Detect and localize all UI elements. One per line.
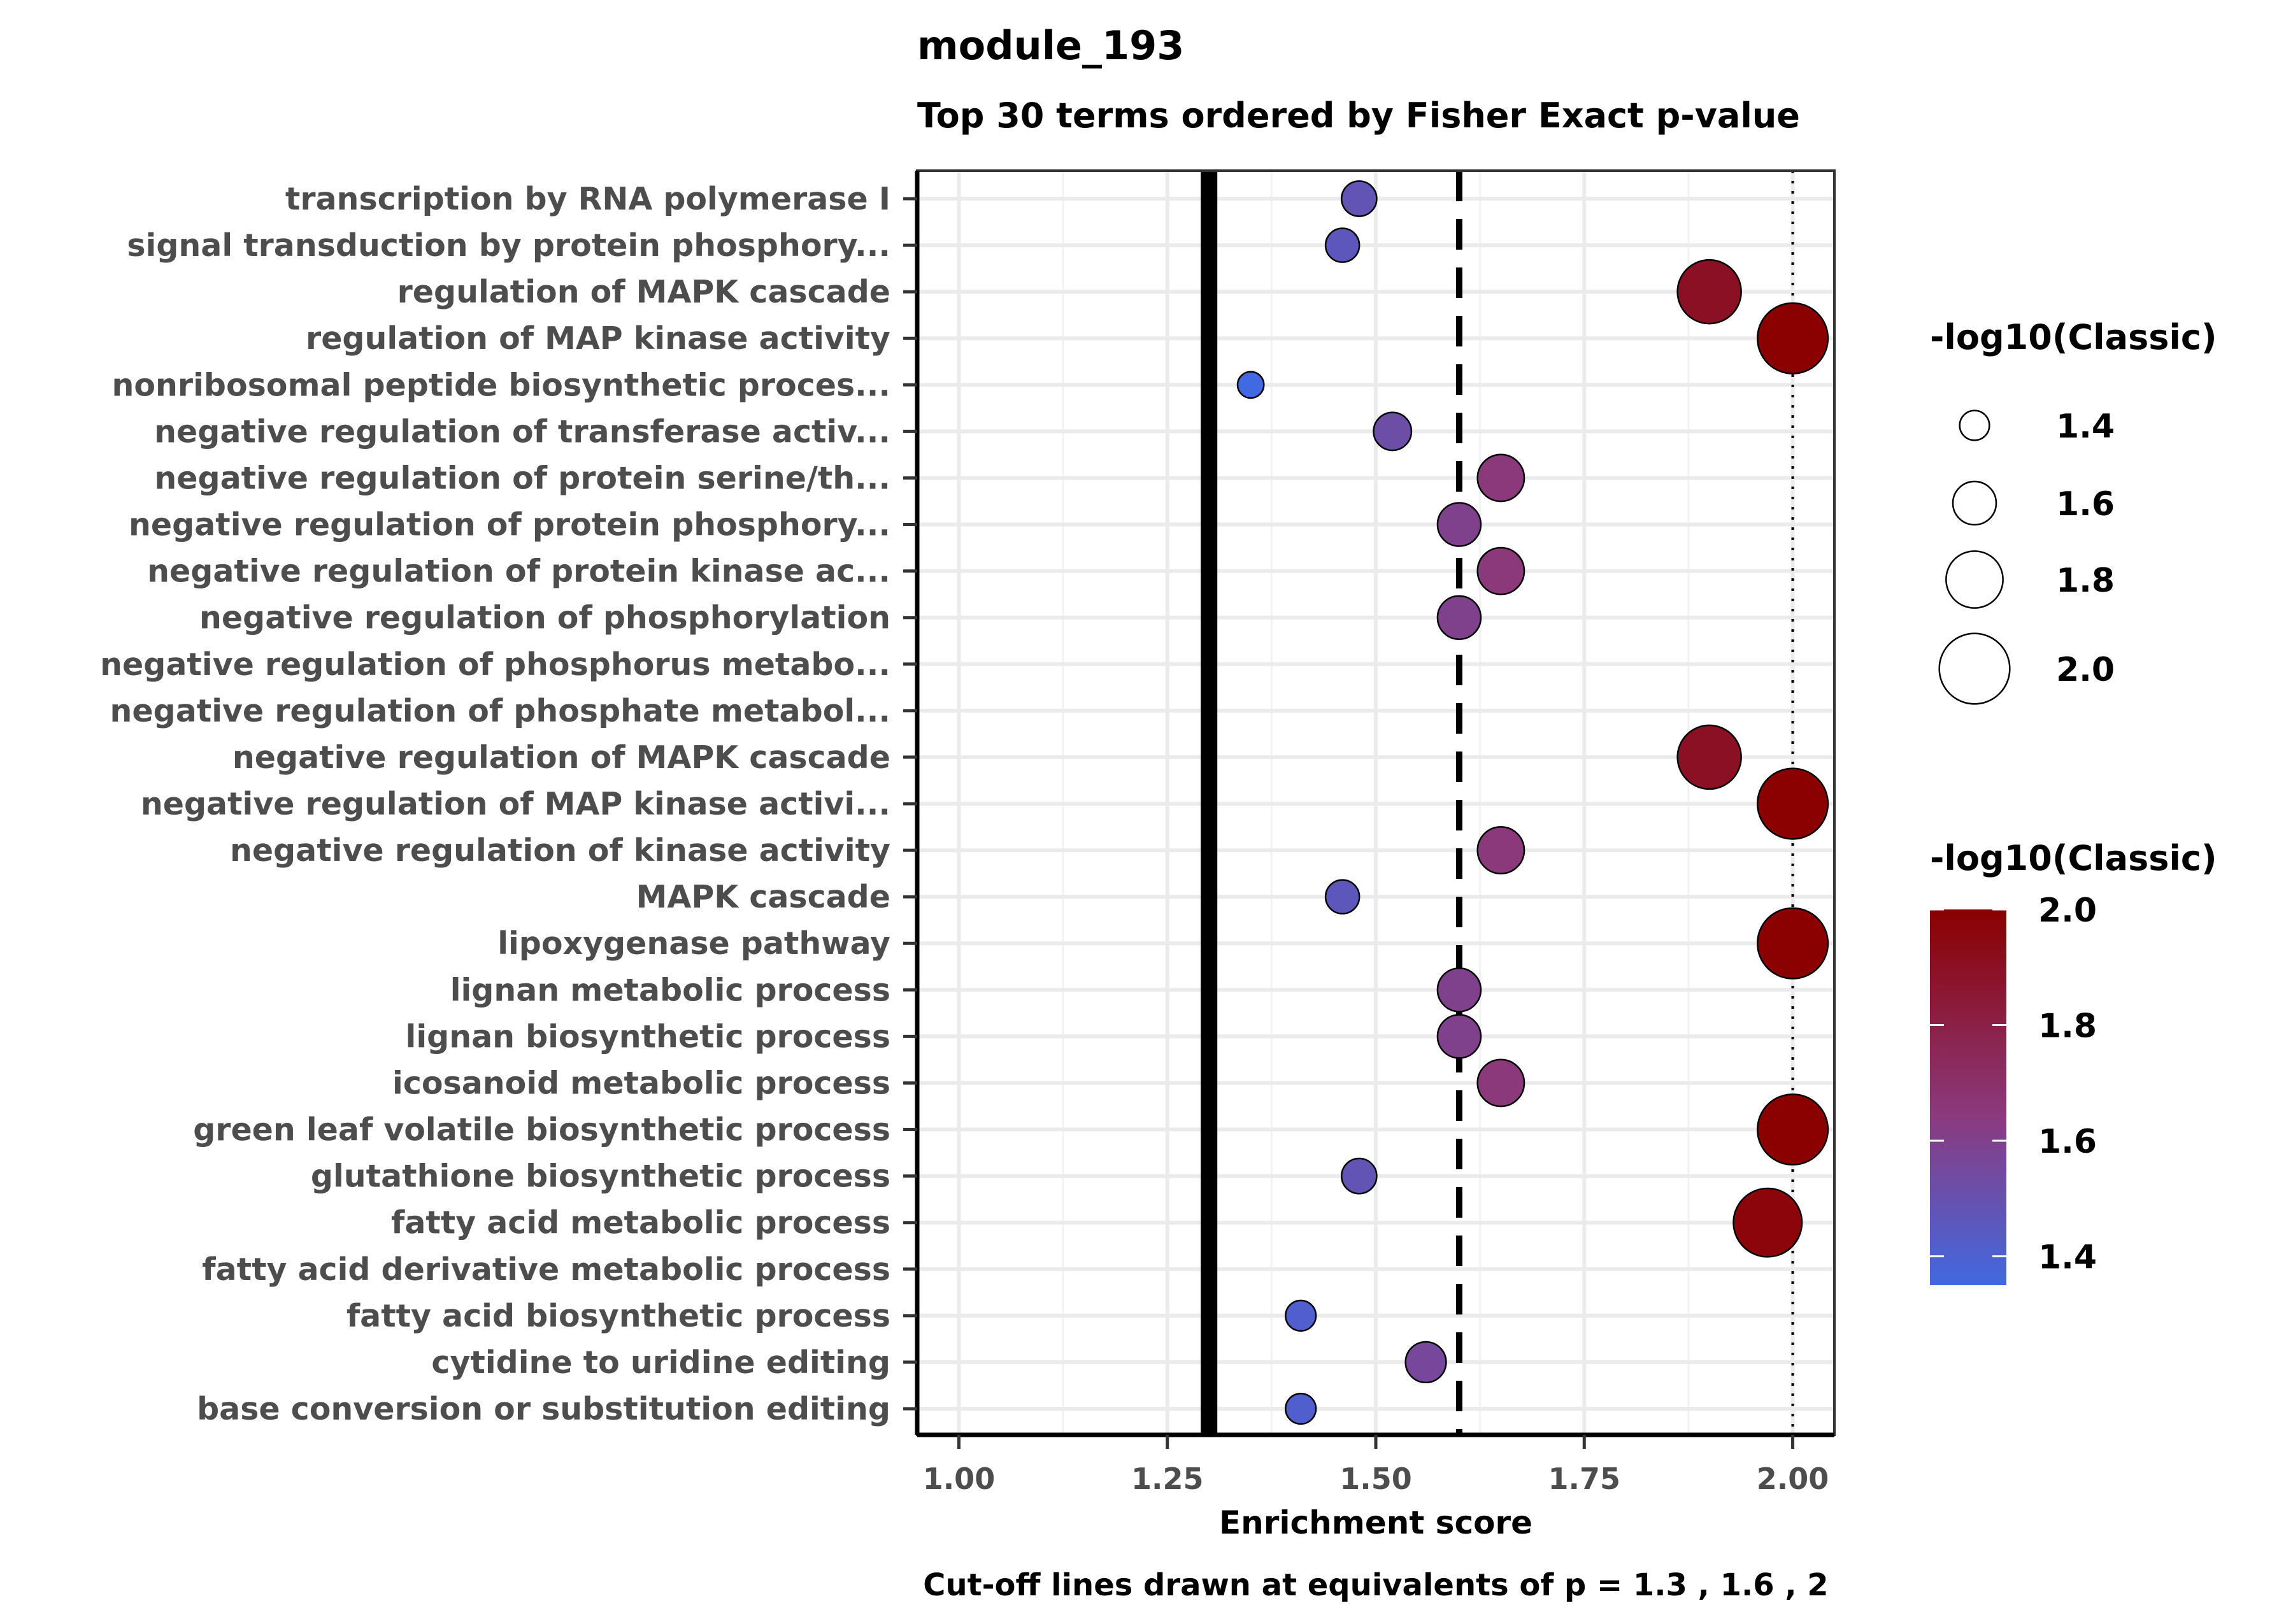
data-point bbox=[1476, 453, 1525, 502]
axes bbox=[903, 169, 1836, 1449]
term-label: MAPK cascade bbox=[636, 879, 890, 915]
term-label: negative regulation of phosphorus metabo… bbox=[100, 646, 890, 683]
term-label: fatty acid biosynthetic process bbox=[346, 1298, 890, 1334]
size-legend-label: 2.0 bbox=[2056, 651, 2115, 689]
data-point bbox=[1340, 1157, 1378, 1195]
term-label: negative regulation of MAP kinase activi… bbox=[141, 786, 890, 822]
data-point bbox=[1756, 1093, 1829, 1166]
chart-subtitle: Top 30 terms ordered by Fisher Exact p-v… bbox=[917, 96, 1800, 136]
term-label: transcription by RNA polymerase I bbox=[285, 181, 890, 217]
grid-lines bbox=[917, 171, 1834, 1435]
color-legend: 2.0 1.8 1.6 1.4 bbox=[1930, 892, 2097, 1277]
x-tick-label: 1.75 bbox=[1548, 1462, 1621, 1496]
data-point bbox=[1732, 1187, 1803, 1258]
term-label: negative regulation of transferase activ… bbox=[154, 413, 890, 450]
term-label: green leaf volatile biosynthetic process bbox=[193, 1112, 890, 1148]
data-point bbox=[1324, 227, 1361, 263]
term-label: negative regulation of protein phosphory… bbox=[129, 507, 890, 543]
data-point bbox=[1340, 180, 1378, 217]
x-tick-label: 1.50 bbox=[1339, 1462, 1412, 1496]
term-label: lignan biosynthetic process bbox=[406, 1018, 890, 1055]
data-point bbox=[1476, 826, 1525, 874]
data-point bbox=[1676, 259, 1742, 325]
x-tick-label: 1.25 bbox=[1131, 1462, 1204, 1496]
data-point bbox=[1285, 1299, 1317, 1332]
data-point bbox=[1236, 371, 1265, 399]
term-label: lipoxygenase pathway bbox=[497, 925, 890, 962]
term-label: negative regulation of protein serine/th… bbox=[154, 460, 890, 496]
data-point bbox=[1285, 1392, 1317, 1425]
color-legend-bar bbox=[1930, 909, 2006, 1285]
term-label: signal transduction by protein phosphory… bbox=[127, 227, 890, 264]
y-axis-labels: transcription by RNA polymerase I signal … bbox=[100, 181, 890, 1427]
color-legend-title: -log10(Classic) bbox=[1930, 838, 2217, 878]
color-legend-label: 1.6 bbox=[2038, 1123, 2097, 1161]
size-legend-circle bbox=[1959, 410, 1990, 441]
data-point bbox=[1436, 502, 1482, 547]
size-legend-label: 1.4 bbox=[2056, 408, 2115, 446]
term-label: negative regulation of phosphate metabol… bbox=[110, 693, 890, 729]
size-legend-circle bbox=[1938, 632, 2011, 705]
data-point bbox=[1756, 767, 1829, 840]
term-label: glutathione biosynthetic process bbox=[311, 1158, 890, 1195]
term-label: cytidine to uridine editing bbox=[431, 1344, 890, 1381]
chart-caption: Cut-off lines drawn at equivalents of p … bbox=[923, 1567, 1828, 1603]
data-point bbox=[1436, 595, 1482, 640]
term-label: negative regulation of MAPK cascade bbox=[232, 739, 890, 776]
data-point bbox=[1476, 1058, 1525, 1108]
data-point bbox=[1436, 967, 1482, 1013]
term-label: negative regulation of kinase activity bbox=[230, 832, 890, 869]
data-point bbox=[1324, 879, 1361, 915]
color-legend-label: 1.4 bbox=[2038, 1239, 2097, 1277]
color-legend-label: 1.8 bbox=[2038, 1008, 2097, 1046]
term-label: negative regulation of protein kinase ac… bbox=[147, 553, 890, 590]
term-label: nonribosomal peptide biosynthetic proces… bbox=[112, 367, 891, 403]
data-point bbox=[1756, 907, 1829, 979]
term-label: regulation of MAP kinase activity bbox=[306, 320, 890, 357]
term-label: regulation of MAPK cascade bbox=[397, 274, 890, 310]
size-legend: 1.4 1.6 1.8 2.0 bbox=[1938, 408, 2115, 705]
data-point bbox=[1404, 1341, 1447, 1384]
size-legend-label: 1.8 bbox=[2056, 562, 2115, 600]
term-label: fatty acid metabolic process bbox=[391, 1205, 890, 1241]
x-tick-label: 1.00 bbox=[923, 1462, 996, 1496]
x-axis-title: Enrichment score bbox=[1219, 1504, 1532, 1541]
data-point bbox=[1676, 724, 1742, 790]
term-label: lignan metabolic process bbox=[450, 972, 890, 1008]
term-label: fatty acid derivative metabolic process bbox=[202, 1251, 890, 1288]
data-point bbox=[1476, 546, 1525, 595]
data-point bbox=[1436, 1014, 1482, 1059]
size-legend-title: -log10(Classic) bbox=[1930, 317, 2217, 357]
term-label: icosanoid metabolic process bbox=[392, 1065, 890, 1101]
chart-title: module_193 bbox=[917, 22, 1184, 69]
size-legend-label: 1.6 bbox=[2056, 485, 2115, 524]
term-label: negative regulation of phosphorylation bbox=[199, 600, 890, 636]
x-tick-label: 2.00 bbox=[1757, 1462, 1829, 1496]
size-legend-circle bbox=[1952, 480, 1997, 526]
size-legend-circle bbox=[1945, 550, 2004, 609]
color-legend-label: 2.0 bbox=[2038, 892, 2097, 930]
data-point bbox=[1373, 411, 1413, 452]
x-axis-tick-labels: 1.00 1.25 1.50 1.75 2.00 bbox=[923, 1462, 1829, 1496]
data-points bbox=[1236, 180, 1829, 1425]
data-point bbox=[1756, 302, 1829, 374]
term-label: base conversion or substitution editing bbox=[197, 1391, 890, 1427]
